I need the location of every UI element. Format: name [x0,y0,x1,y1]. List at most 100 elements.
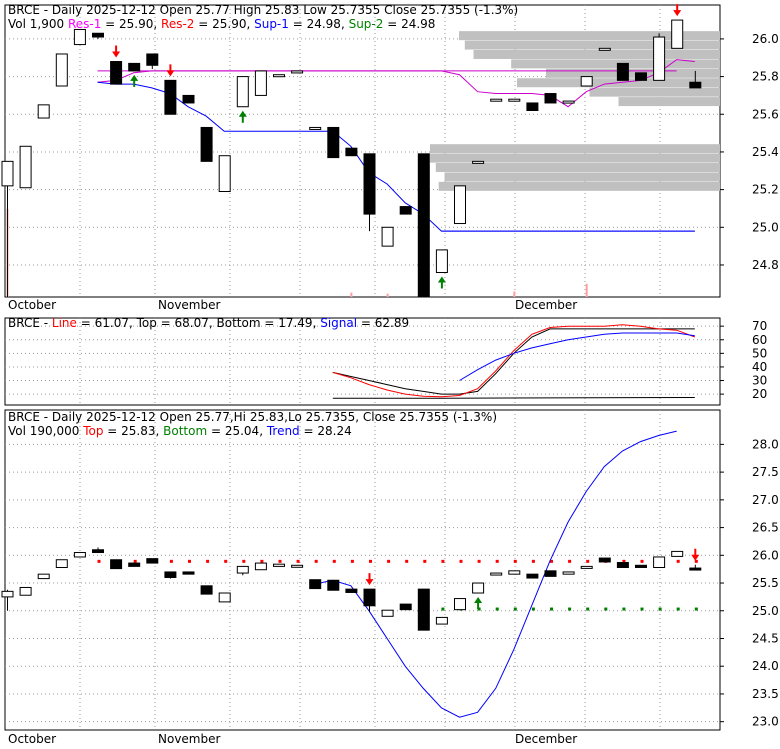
volume-profile-bar [444,172,720,182]
candle-body [309,579,322,590]
y-tick-label: 25.8 [752,70,779,84]
grid-lines [5,5,720,730]
top-dot [314,559,318,563]
top-dot [188,559,191,563]
buy-arrow-icon [437,276,446,289]
top-dot [694,559,698,563]
candle-body [19,586,32,596]
trend-x-label-november: November [158,732,220,745]
volume-profile-bar [464,40,720,50]
y-tick-label: 30 [752,374,767,388]
sell-arrow-icon [365,573,374,586]
header-segment: = 25.90, [194,17,254,31]
top-dot [441,559,445,563]
volume-bar [513,291,516,297]
bottom-dot [550,607,553,611]
volume-profile-bar [589,87,720,97]
candle-body [526,102,539,111]
y-tick-label: 25.6 [752,107,779,121]
x-label-november: November [158,298,220,312]
top-dot [296,559,300,563]
candle-body [598,47,611,51]
y-tick-label: 25.2 [752,183,779,197]
header-segment: Vol 1,900 [8,17,68,31]
bottom-dot [640,607,644,611]
sell-arrow-icon [673,4,682,17]
buy-arrow-icon [238,110,247,123]
bottom-dot [477,607,481,611]
bottom-dot [568,607,572,611]
bottom-dot [694,607,698,611]
candle-body [435,616,448,625]
top-dot [387,559,391,563]
bottom-dot [531,607,535,611]
y-tick-label: 27.0 [752,493,779,507]
signal-line [97,81,695,232]
candle-body [345,588,358,593]
candle-body [544,93,557,104]
bottom-dot [513,607,517,611]
candle-body [92,32,104,38]
candle-body [363,153,376,215]
header-segment: Line [52,316,77,330]
candle-body [92,549,104,554]
top-dot [622,559,626,563]
y-tick-label: 24.8 [752,258,779,272]
candle-body [55,53,68,87]
candle-body [435,249,448,274]
volume-profile-bar [435,163,720,173]
candle-body [671,550,684,557]
candle-body [1,590,14,598]
volume-bar [350,292,353,297]
volume-profile-bar [438,181,720,191]
trend-x-label-october: October [8,732,56,745]
candle-body [635,72,647,81]
candle-body [490,98,503,102]
candle-body [254,70,267,96]
candle-body [508,98,521,102]
bottom-dot [495,607,499,611]
candle-body [399,206,412,215]
candle-body [73,28,86,46]
candle-body [689,567,702,571]
candle-body [689,81,702,89]
candle-body [616,62,629,81]
sell-arrow-icon [112,45,121,58]
candle-body [653,36,666,81]
candle-body [580,565,593,569]
candle-body [55,559,68,569]
volume-profile-bar [473,49,720,59]
candle-body [200,126,213,162]
candle-body [454,185,466,225]
header-segment: Res-2 [161,17,194,31]
candle-body [182,571,195,575]
candle-body [653,556,666,569]
header-segment: Signal [320,316,357,330]
candle-body [472,160,485,164]
candle-body [273,563,285,567]
bottom-dot [441,607,445,611]
candle-body [164,571,177,578]
candle-body [110,61,123,85]
y-tick-label: 28.0 [752,437,779,451]
trend-header-line2: Vol 190,000 Top = 25.83, Bottom = 25.04,… [8,424,352,438]
top-dot [568,559,572,563]
volume-bar [585,283,588,297]
top-dot [133,559,137,563]
top-dot [477,559,481,563]
volume-profile-bar [430,153,720,163]
candle-body [399,603,412,611]
y-tick-label: 20 [752,387,767,401]
y-tick-label: 26.0 [752,32,779,46]
volume-bar [386,293,389,297]
candle-body [218,592,231,603]
y-tick-label: 25.4 [752,145,779,159]
top-dot [405,559,409,563]
candle-body [526,573,539,579]
volume-profile-bar [459,31,720,41]
top-dot [260,559,264,563]
top-dot [369,559,372,563]
y-tick-label: 23.5 [752,687,779,701]
y-tick-label: 70 [752,319,767,333]
